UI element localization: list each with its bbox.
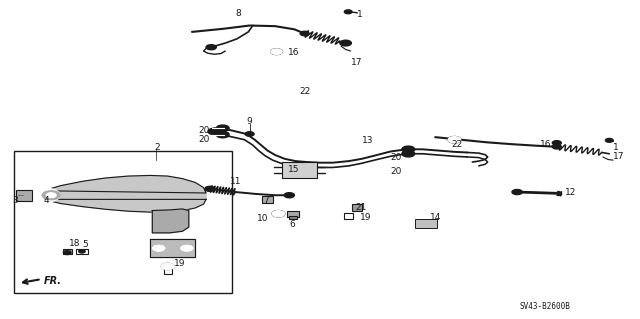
Circle shape — [205, 186, 215, 191]
Circle shape — [272, 211, 285, 217]
Polygon shape — [152, 209, 189, 233]
Circle shape — [208, 128, 221, 135]
Text: 14: 14 — [430, 213, 442, 222]
Text: 20: 20 — [198, 126, 210, 135]
Circle shape — [216, 131, 229, 138]
Bar — [17, 189, 33, 201]
Text: 19: 19 — [360, 213, 371, 222]
Circle shape — [46, 193, 56, 198]
Circle shape — [605, 138, 613, 142]
Circle shape — [79, 250, 85, 253]
Circle shape — [448, 137, 461, 143]
Circle shape — [340, 40, 351, 46]
Text: 3: 3 — [12, 197, 18, 205]
Text: 17: 17 — [613, 152, 625, 161]
Bar — [415, 219, 437, 228]
Polygon shape — [150, 239, 195, 257]
Text: 22: 22 — [451, 140, 463, 149]
Text: 18: 18 — [69, 239, 81, 248]
Text: 11: 11 — [230, 177, 242, 186]
Circle shape — [402, 151, 415, 157]
Text: 16: 16 — [540, 140, 552, 149]
Bar — [262, 196, 273, 203]
Circle shape — [271, 49, 282, 55]
Bar — [14, 151, 232, 293]
Bar — [282, 162, 317, 178]
Circle shape — [448, 137, 461, 143]
Circle shape — [344, 10, 352, 14]
Circle shape — [42, 191, 60, 200]
Text: 16: 16 — [288, 48, 300, 57]
Text: 19: 19 — [174, 259, 186, 268]
Text: 4: 4 — [44, 197, 49, 205]
Circle shape — [156, 247, 161, 249]
Text: 5: 5 — [82, 240, 88, 249]
Circle shape — [184, 247, 189, 249]
Text: 6: 6 — [289, 220, 295, 229]
Bar — [289, 216, 297, 219]
Text: SV43-B2600B: SV43-B2600B — [520, 302, 570, 311]
Circle shape — [180, 245, 193, 251]
Circle shape — [152, 245, 165, 251]
Circle shape — [206, 45, 216, 50]
Circle shape — [274, 50, 279, 53]
Circle shape — [32, 188, 60, 202]
Circle shape — [216, 125, 229, 131]
Circle shape — [63, 251, 71, 255]
Circle shape — [452, 138, 457, 141]
Text: 8: 8 — [236, 9, 241, 18]
Text: 15: 15 — [288, 165, 300, 174]
Text: 20: 20 — [390, 153, 402, 162]
Circle shape — [552, 145, 561, 149]
Bar — [63, 249, 72, 254]
Text: 13: 13 — [362, 136, 373, 145]
Text: 20: 20 — [198, 135, 210, 144]
Circle shape — [284, 193, 294, 198]
Text: 17: 17 — [351, 58, 362, 67]
Circle shape — [552, 141, 561, 145]
Circle shape — [152, 245, 165, 251]
Text: 7: 7 — [264, 197, 269, 205]
Text: 22: 22 — [300, 87, 311, 96]
Circle shape — [272, 211, 285, 217]
Bar — [344, 213, 353, 219]
Text: 10: 10 — [257, 214, 269, 223]
Circle shape — [161, 263, 174, 270]
Bar — [76, 249, 88, 254]
Bar — [164, 265, 172, 274]
Text: 12: 12 — [564, 188, 576, 197]
Circle shape — [512, 189, 522, 195]
Bar — [287, 211, 299, 217]
Circle shape — [402, 146, 415, 152]
Circle shape — [300, 31, 309, 36]
Text: 9: 9 — [246, 117, 252, 126]
Text: 20: 20 — [390, 167, 402, 176]
Text: 21: 21 — [355, 203, 367, 212]
Text: 2: 2 — [154, 143, 159, 152]
Text: FR.: FR. — [44, 276, 61, 286]
Circle shape — [245, 132, 254, 136]
Text: 1: 1 — [613, 143, 619, 152]
Polygon shape — [44, 175, 206, 212]
Text: 1: 1 — [357, 10, 363, 19]
Circle shape — [180, 245, 193, 251]
Bar — [352, 204, 362, 211]
Circle shape — [271, 49, 282, 55]
Circle shape — [161, 263, 174, 270]
